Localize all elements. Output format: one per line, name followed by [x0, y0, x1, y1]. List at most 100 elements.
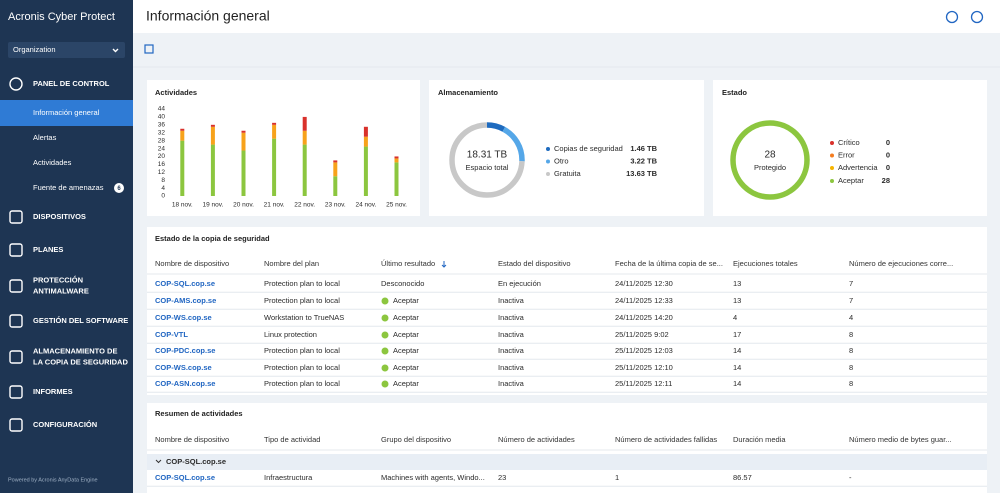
device-link[interactable]: COP-ASN.cop.se: [155, 379, 215, 388]
cell: 24/11/2025 12:30: [615, 279, 673, 288]
icon: [9, 350, 23, 364]
column-header[interactable]: Número de actividades: [498, 435, 575, 444]
x-tick-label: 18 nov.: [172, 202, 193, 209]
y-tick-label: 20: [158, 153, 166, 160]
cell: Inactiva: [498, 330, 525, 339]
bar-segment: [210, 124, 215, 127]
card-title: Almacenamiento: [438, 88, 498, 97]
x-tick-label: 21 nov.: [264, 202, 285, 209]
bar-segment: [210, 144, 215, 196]
device-link[interactable]: COP-SQL.cop.se: [155, 473, 215, 482]
nav-item[interactable]: PLANES: [33, 245, 63, 254]
nav-item[interactable]: ANTIMALWARE: [33, 286, 89, 295]
legend-value: 0: [886, 138, 890, 147]
legend-dot: [546, 147, 550, 151]
column-header[interactable]: Nombre de dispositivo: [155, 435, 229, 444]
legend-label: Otro: [554, 156, 569, 165]
group-label[interactable]: COP-SQL.cop.se: [166, 457, 226, 466]
cell: Protection plan to local: [264, 279, 340, 288]
cell: 24/11/2025 14:20: [615, 313, 673, 322]
bar-segment: [241, 132, 246, 151]
card: [147, 227, 987, 395]
column-header[interactable]: Último resultado: [381, 259, 435, 268]
nav-item[interactable]: DISPOSITIVOS: [33, 212, 86, 221]
nav-subitem[interactable]: Alertas: [33, 133, 57, 142]
y-tick-label: 4: [161, 185, 165, 192]
column-header[interactable]: Número de actividades fallidas: [615, 435, 717, 444]
icon: [9, 279, 23, 293]
cell: 13: [733, 279, 741, 288]
cell: 24/11/2025 12:33: [615, 296, 673, 305]
cell: 7: [849, 296, 853, 305]
nav-item[interactable]: PANEL DE CONTROL: [33, 79, 110, 88]
column-header[interactable]: Nombre del plan: [264, 259, 319, 268]
nav-item[interactable]: CONFIGURACIÓN: [33, 420, 97, 429]
column-header[interactable]: Número medio de bytes guar...: [849, 435, 952, 444]
cell: 1: [615, 473, 619, 482]
column-header[interactable]: Duración media: [733, 435, 786, 444]
device-link[interactable]: COP-VTL: [155, 330, 188, 339]
org-select[interactable]: [8, 42, 125, 58]
cell: En ejecución: [498, 279, 541, 288]
chevron: [155, 459, 162, 464]
column-header[interactable]: Estado del dispositivo: [498, 259, 571, 268]
cell: 8: [849, 330, 853, 339]
donut-segment: [449, 122, 525, 198]
cell: Aceptar: [393, 379, 419, 388]
device-link[interactable]: COP-WS.cop.se: [155, 363, 212, 372]
bar-segment: [394, 158, 399, 163]
cell: 25/11/2025 12:10: [615, 363, 673, 372]
device-link[interactable]: COP-WS.cop.se: [155, 313, 212, 322]
donut-segment: [730, 120, 810, 200]
bar-segment: [363, 126, 368, 137]
nav-item[interactable]: GESTIÓN DEL SOFTWARE: [33, 316, 128, 325]
column-header[interactable]: Fecha de la última copia de se...: [615, 259, 723, 268]
nav-item[interactable]: PROTECCIÓN: [33, 275, 83, 284]
org-select-label[interactable]: Organization: [13, 45, 56, 54]
legend-value: 28: [882, 176, 890, 185]
device-link[interactable]: COP-AMS.cop.se: [155, 296, 216, 305]
cell: 86.57: [733, 473, 752, 482]
legend-label: Gratuita: [554, 169, 582, 178]
nav-item[interactable]: ALMACENAMIENTO DE: [33, 346, 117, 355]
y-tick-label: 12: [158, 169, 166, 176]
device-link[interactable]: COP-PDC.cop.se: [155, 346, 215, 355]
cell: Protection plan to local: [264, 296, 340, 305]
card: [147, 403, 987, 493]
column-header[interactable]: Tipo de actividad: [264, 435, 320, 444]
nav-active: [0, 100, 133, 126]
bar-segment: [302, 116, 307, 131]
cell: 14: [733, 363, 741, 372]
nav-subitem[interactable]: Fuente de amenazas: [33, 183, 104, 192]
toolbar-icon[interactable]: [144, 44, 154, 54]
status-icon: [381, 314, 389, 322]
cell: Aceptar: [393, 296, 419, 305]
card: [147, 80, 420, 216]
account-icon[interactable]: [970, 10, 984, 24]
cell: 23: [498, 473, 506, 482]
cell: Desconocido: [381, 279, 424, 288]
nav-item[interactable]: LA COPIA DE SEGURIDAD: [33, 357, 128, 366]
card-title: Resumen de actividades: [155, 409, 243, 418]
y-tick-label: 32: [158, 129, 166, 136]
y-tick-label: 44: [158, 106, 166, 113]
nav-subitem[interactable]: Información general: [33, 108, 100, 117]
bar-segment: [180, 140, 185, 196]
chevron: [112, 48, 119, 53]
column-header[interactable]: Grupo del dispositivo: [381, 435, 451, 444]
cell: 25/11/2025 9:02: [615, 330, 669, 339]
bar-segment: [302, 130, 307, 145]
help-icon[interactable]: [945, 10, 959, 24]
cell: 4: [733, 313, 737, 322]
device-link[interactable]: COP-SQL.cop.se: [155, 279, 215, 288]
x-tick-label: 25 nov.: [386, 202, 407, 209]
status-icon: [381, 364, 389, 372]
column-header[interactable]: Ejecuciones totales: [733, 259, 798, 268]
nav-item[interactable]: INFORMES: [33, 387, 73, 396]
bar-segment: [363, 136, 368, 147]
column-header[interactable]: Número de ejecuciones corre...: [849, 259, 953, 268]
cell: Inactiva: [498, 363, 525, 372]
cell: Inactiva: [498, 346, 525, 355]
column-header[interactable]: Nombre de dispositivo: [155, 259, 229, 268]
nav-subitem[interactable]: Actividades: [33, 158, 72, 167]
